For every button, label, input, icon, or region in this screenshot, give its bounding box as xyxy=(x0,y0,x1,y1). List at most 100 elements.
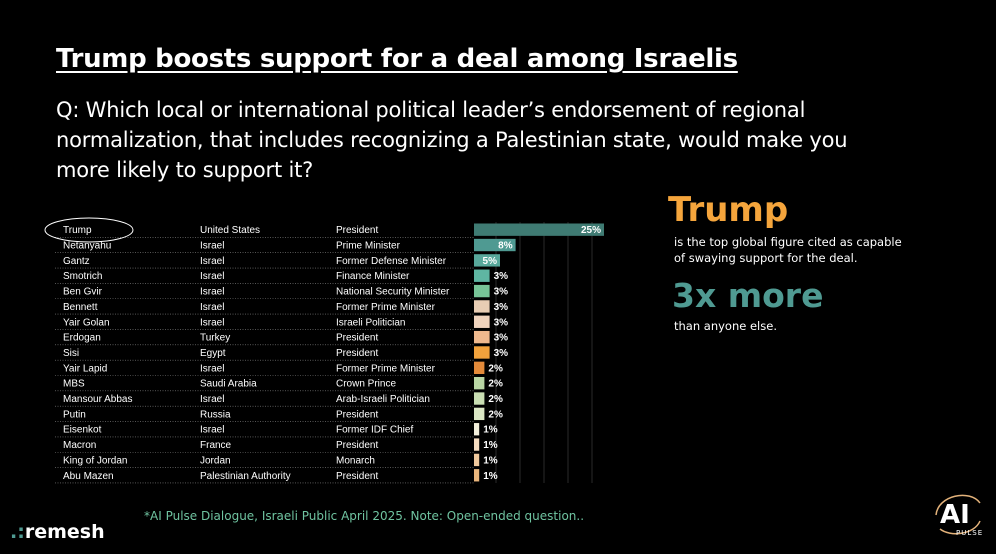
row-name: MBS xyxy=(63,379,85,390)
bar xyxy=(474,269,490,282)
bar xyxy=(474,300,490,313)
bar xyxy=(474,438,480,451)
row-country: Israel xyxy=(200,271,224,282)
row-role: Former IDF Chief xyxy=(336,425,413,436)
row-name: Putin xyxy=(63,409,86,420)
row-name: Sisi xyxy=(63,348,79,359)
row-country: Saudi Arabia xyxy=(200,379,257,390)
row-role: Monarch xyxy=(336,455,375,466)
survey-question: Q: Which local or international politica… xyxy=(56,98,848,182)
row-name: Bennett xyxy=(63,302,98,313)
bar xyxy=(474,469,480,482)
bar-value-label: 5% xyxy=(483,256,498,267)
bar-value-label: 3% xyxy=(494,287,509,298)
row-country: Israel xyxy=(200,394,224,405)
chart-row: Putin Russia President 2% xyxy=(55,407,503,422)
row-role: President xyxy=(336,333,378,344)
row-name: Erdogan xyxy=(63,333,101,344)
ai-pulse-logo: AI PULSE xyxy=(935,494,983,537)
row-country: Israel xyxy=(200,425,224,436)
bar xyxy=(474,346,490,359)
row-country: Israel xyxy=(200,241,224,252)
chart-row: Sisi Egypt President 3% xyxy=(55,346,509,361)
callout-text: is the top global figure cited as capabl… xyxy=(674,235,902,265)
row-name: Yair Golan xyxy=(63,317,110,328)
bar xyxy=(474,392,485,405)
row-name: Mansour Abbas xyxy=(63,394,133,405)
bar-value-label: 2% xyxy=(488,409,503,420)
bar xyxy=(474,423,480,436)
row-country: Russia xyxy=(200,409,231,420)
chart-row: Macron France President 1% xyxy=(55,438,498,453)
row-name: King of Jordan xyxy=(63,455,128,466)
bar xyxy=(474,407,485,421)
row-country: Israel xyxy=(200,363,224,374)
brand-name: remesh xyxy=(24,521,105,543)
logo-sub: PULSE xyxy=(956,529,983,537)
row-role: Crown Prince xyxy=(336,379,396,390)
row-country: Israel xyxy=(200,287,224,298)
row-role: President xyxy=(336,225,378,236)
row-country: Turkey xyxy=(200,333,230,344)
callout-headline-2: 3x more xyxy=(672,276,824,315)
bar-value-label: 2% xyxy=(488,379,503,390)
row-country: Jordan xyxy=(200,455,231,466)
row-name: Gantz xyxy=(63,256,90,267)
bar-value-label: 3% xyxy=(494,333,509,344)
row-name: Yair Lapid xyxy=(63,363,107,374)
bar-value-label: 1% xyxy=(483,425,498,436)
row-name: Trump xyxy=(63,225,92,236)
bar xyxy=(474,254,500,267)
chart-row: MBS Saudi Arabia Crown Prince 2% xyxy=(55,377,503,392)
row-country: France xyxy=(200,440,232,451)
remesh-logo: .:remesh xyxy=(10,521,105,543)
bar-value-label: 3% xyxy=(494,348,509,359)
chart-row: Eisenkot Israel Former IDF Chief 1% xyxy=(55,423,498,438)
row-country: United States xyxy=(200,225,260,236)
chart-row: Abu Mazen Palestinian Authority President 1… xyxy=(55,469,498,484)
chart-row: Trump United States President 25% xyxy=(55,223,604,238)
row-role: President xyxy=(336,348,378,359)
callout-text-2: than anyone else. xyxy=(674,319,777,333)
bar xyxy=(474,238,516,252)
chart-row: Bennett Israel Former Prime Minister 3% xyxy=(55,300,509,315)
chart-row: Ben Gvir Israel National Security Minister… xyxy=(55,284,509,300)
row-name: Macron xyxy=(63,440,96,451)
chart-row: Smotrich Israel Finance Minister 3% xyxy=(55,269,508,284)
row-role: President xyxy=(336,440,378,451)
row-role: National Security Minister xyxy=(336,287,450,298)
row-country: Israel xyxy=(200,317,224,328)
row-name: Eisenkot xyxy=(63,425,102,436)
bar xyxy=(474,315,490,328)
bar xyxy=(474,330,490,344)
bar xyxy=(474,223,604,236)
row-name: Smotrich xyxy=(63,271,102,282)
row-country: Israel xyxy=(200,256,224,267)
row-role: President xyxy=(336,471,378,482)
chart-row: Erdogan Turkey President 3% xyxy=(55,330,509,346)
chart-row: Yair Lapid Israel Former Prime Minister 2% xyxy=(55,361,503,376)
row-role: Arab-Israeli Politician xyxy=(336,394,430,405)
row-role: Israeli Politician xyxy=(336,317,405,328)
bar xyxy=(474,377,485,390)
row-role: Former Prime Minister xyxy=(336,363,436,374)
bar-value-label: 1% xyxy=(483,440,498,451)
row-role: Finance Minister xyxy=(336,271,410,282)
row-country: Palestinian Authority xyxy=(200,471,291,482)
chart-row: Yair Golan Israel Israeli Politician 3% xyxy=(55,315,509,330)
chart-row: Gantz Israel Former Defense Minister 5% xyxy=(55,254,500,269)
row-role: Former Defense Minister xyxy=(336,256,447,267)
row-name: Abu Mazen xyxy=(63,471,114,482)
row-name: Netanyahu xyxy=(63,241,111,252)
row-country: Egypt xyxy=(200,348,226,359)
bar-value-label: 3% xyxy=(494,317,509,328)
bar-value-label: 1% xyxy=(483,471,498,482)
row-role: President xyxy=(336,409,378,420)
row-name: Ben Gvir xyxy=(63,287,103,298)
chart-rows: Trump United States President 25% Netanyahu I… xyxy=(55,223,604,484)
logo-text: AI xyxy=(940,500,970,530)
page-title: Trump boosts support for a deal among Is… xyxy=(56,44,738,74)
bar-value-label: 2% xyxy=(488,363,503,374)
bar-value-label: 3% xyxy=(494,302,509,313)
